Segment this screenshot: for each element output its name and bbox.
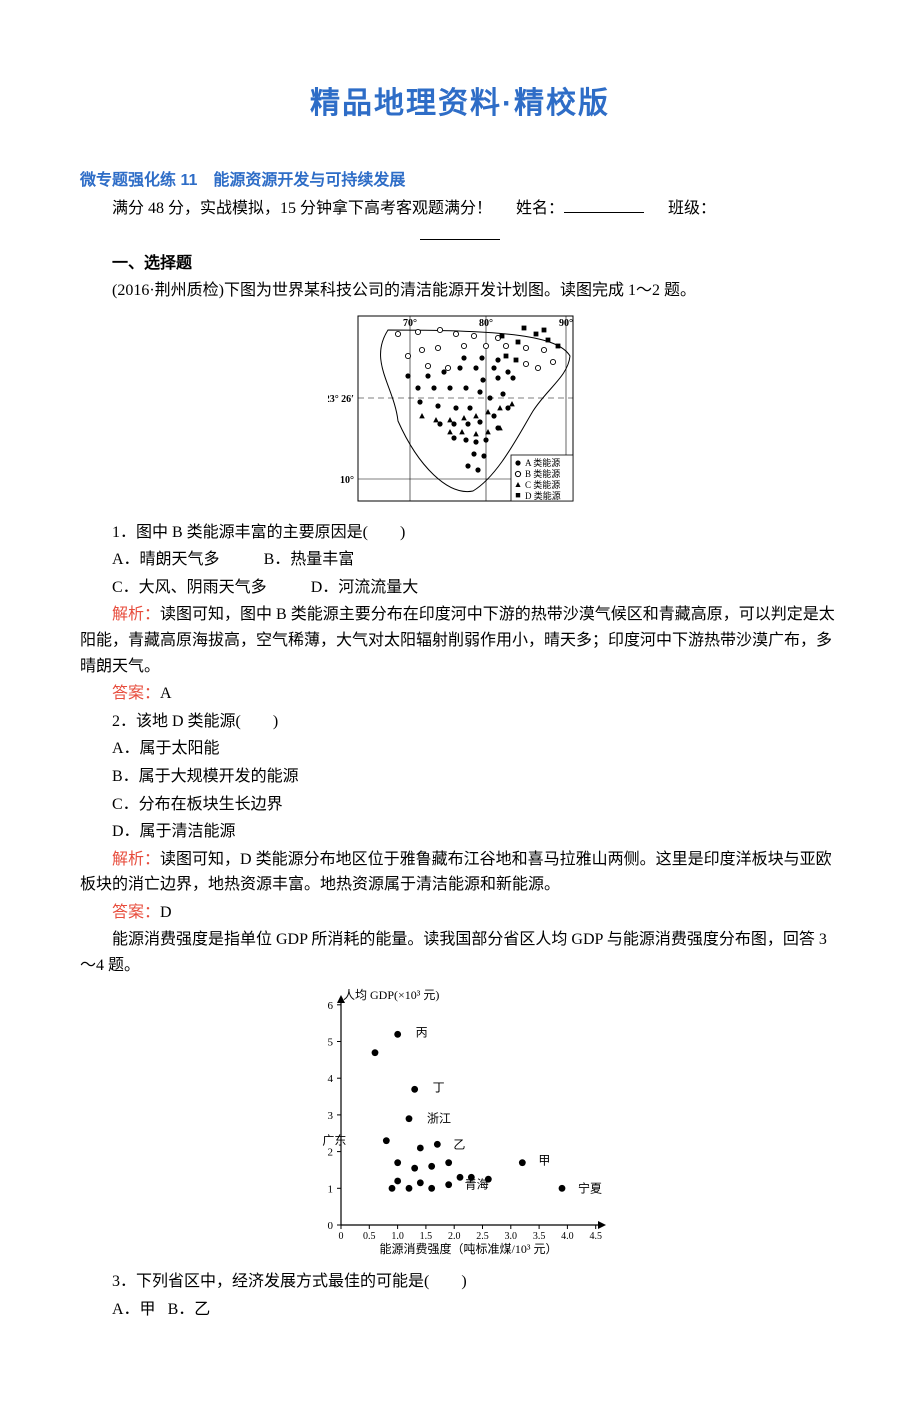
svg-text:A 类能源: A 类能源 [525, 457, 560, 468]
svg-text:能源消费强度（吨标准煤/10³ 元）: 能源消费强度（吨标准煤/10³ 元） [380, 1241, 558, 1255]
svg-text:5: 5 [328, 1036, 334, 1048]
svg-text:丙: 丙 [416, 1025, 428, 1039]
svg-text:4.0: 4.0 [561, 1231, 574, 1242]
svg-text:23° 26′: 23° 26′ [328, 394, 354, 405]
q2-analysis-text: 读图可知，D 类能源分布地区位于雅鲁藏布江谷地和喜马拉雅山两侧。这里是印度洋板块… [80, 851, 832, 894]
analysis-label: 解析： [112, 606, 160, 623]
svg-text:人均 GDP(×10³ 元): 人均 GDP(×10³ 元) [343, 988, 439, 1002]
svg-text:1.5: 1.5 [420, 1231, 433, 1242]
svg-text:D 类能源: D 类能源 [525, 490, 561, 501]
svg-text:0: 0 [339, 1231, 344, 1242]
q3-options: A．甲 B．乙 [80, 1297, 840, 1323]
q1-answer-val: A [160, 685, 172, 702]
section1-intro: (2016·荆州质检)下图为世界某科技公司的清洁能源开发计划图。读图完成 1～2… [80, 278, 840, 304]
q2-B: B．属于大规模开发的能源 [80, 764, 840, 790]
svg-text:2: 2 [328, 1146, 334, 1158]
q1-analysis: 解析：读图可知，图中 B 类能源主要分布在印度河中下游的热带沙漠气候区和青藏高原… [80, 602, 840, 679]
svg-text:80°: 80° [479, 318, 493, 329]
svg-text:3.0: 3.0 [505, 1231, 518, 1242]
answer-label: 答案： [112, 685, 160, 702]
svg-text:C 类能源: C 类能源 [525, 479, 560, 490]
section1-heading: 一、选择题 [80, 251, 840, 277]
answer-label: 答案： [112, 904, 160, 921]
svg-text:宁夏: 宁夏 [578, 1180, 602, 1195]
q1-answer: 答案：A [80, 681, 840, 707]
svg-text:3: 3 [328, 1110, 334, 1122]
q2-answer-val: D [160, 904, 172, 921]
class-label: 班级： [668, 200, 716, 217]
map-figure: 70° 80° 90° 23° 26′ 10° A 类能源B 类能源C 类能源D 类能源 [80, 310, 840, 514]
q3-stem: 3．下列省区中，经济发展方式最佳的可能是( ) [80, 1269, 840, 1295]
svg-text:4: 4 [328, 1073, 334, 1085]
q2-analysis: 解析：读图可知，D 类能源分布地区位于雅鲁藏布江谷地和喜马拉雅山两侧。这里是印度… [80, 847, 840, 898]
svg-text:1.0: 1.0 [391, 1231, 404, 1242]
q1-C: C．大风、阴雨天气多 [112, 579, 267, 596]
section-title: 微专题强化练 11 能源资源开发与可持续发展 [80, 168, 840, 194]
svg-text:3.5: 3.5 [533, 1231, 546, 1242]
svg-text:90°: 90° [559, 318, 573, 329]
svg-text:4.5: 4.5 [589, 1231, 602, 1242]
svg-text:甲: 甲 [538, 1153, 550, 1167]
q1-options-row1: A．晴朗天气多 B．热量丰富 [80, 547, 840, 573]
q2-C: C．分布在板块生长边界 [80, 792, 840, 818]
svg-text:B 类能源: B 类能源 [525, 468, 560, 479]
q2-A: A．属于太阳能 [80, 736, 840, 762]
name-label: 姓名： [516, 200, 564, 217]
q1-analysis-text: 读图可知，图中 B 类能源主要分布在印度河中下游的热带沙漠气候区和青藏高原，可以… [80, 606, 835, 674]
q1-stem: 1．图中 B 类能源丰富的主要原因是( ) [80, 520, 840, 546]
svg-text:浙江: 浙江 [427, 1111, 451, 1125]
svg-text:6: 6 [328, 999, 334, 1011]
svg-text:2.0: 2.0 [448, 1231, 461, 1242]
svg-text:70°: 70° [403, 318, 417, 329]
q2-stem: 2．该地 D 类能源( ) [80, 709, 840, 735]
q2-D: D．属于清洁能源 [80, 819, 840, 845]
q1-options-row2: C．大风、阴雨天气多 D．河流流量大 [80, 575, 840, 601]
svg-text:0: 0 [328, 1220, 334, 1232]
analysis-label: 解析： [112, 851, 160, 868]
class-blank[interactable] [420, 239, 500, 240]
class-blank-row [80, 223, 840, 249]
page-banner: 精品地理资料·精校版 [80, 80, 840, 128]
q1-D: D．河流流量大 [311, 579, 419, 596]
svg-text:2.5: 2.5 [476, 1231, 489, 1242]
q1-B: B．热量丰富 [264, 551, 355, 568]
svg-text:10°: 10° [340, 475, 354, 486]
q1-A: A．晴朗天气多 [112, 551, 220, 568]
svg-text:丁: 丁 [433, 1080, 445, 1094]
name-blank[interactable] [564, 196, 644, 213]
scatter-figure: 人均 GDP(×10³ 元) 0 1 2 3 4 5 6 0 0.5 1.0 1.5 2.0 2.5 3.0… [80, 985, 840, 1264]
section2-intro: 能源消费强度是指单位 GDP 所消耗的能量。读我国部分省区人均 GDP 与能源消… [80, 927, 840, 978]
svg-text:乙: 乙 [453, 1137, 465, 1151]
q3-B: B．乙 [168, 1301, 211, 1318]
svg-text:0.5: 0.5 [363, 1231, 376, 1242]
subtitle-text: 满分 48 分，实战模拟，15 分钟拿下高考客观题满分！ [112, 200, 492, 217]
svg-text:1: 1 [328, 1183, 334, 1195]
q2-answer: 答案：D [80, 900, 840, 926]
q3-A: A．甲 [112, 1301, 156, 1318]
subtitle: 满分 48 分，实战模拟，15 分钟拿下高考客观题满分！ 姓名： 班级： [80, 196, 840, 222]
svg-text:广东: 广东 [322, 1133, 346, 1147]
